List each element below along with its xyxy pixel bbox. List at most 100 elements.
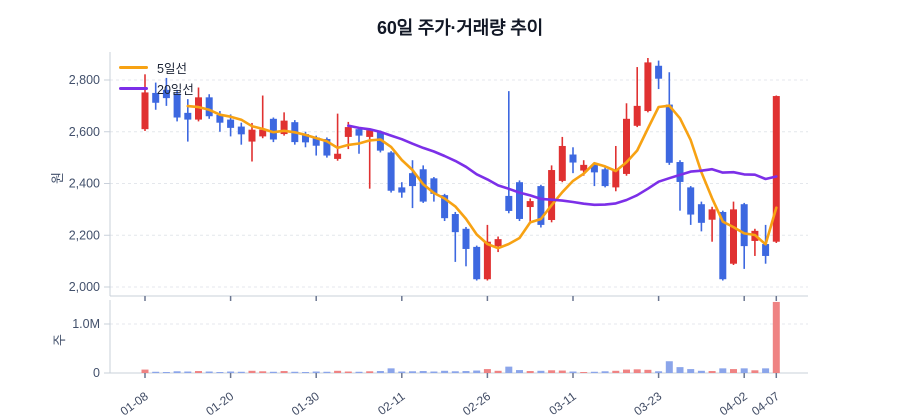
volume-bar [580, 372, 588, 373]
volume-bar [344, 371, 352, 373]
volume-bar [730, 369, 737, 373]
candle-up [334, 153, 342, 159]
price-tick-label: 2,200 [69, 228, 100, 242]
candle-up [280, 120, 288, 135]
candle-up [141, 92, 149, 130]
volume-bar [665, 361, 673, 373]
candle-down [762, 244, 770, 256]
volume-tick-label: 0 [93, 366, 100, 380]
candle-up [526, 201, 534, 208]
volume-bar [473, 370, 481, 373]
volume-bar [227, 371, 235, 373]
volume-bar [312, 371, 320, 373]
volume-bar [516, 370, 523, 373]
volume-bar [237, 371, 245, 373]
candle-down [162, 89, 170, 99]
candle-down [740, 204, 748, 247]
candle-up [494, 239, 502, 247]
candle-down [409, 173, 416, 187]
candle-down [312, 137, 320, 146]
volume-bar [719, 368, 727, 373]
volume-bar [269, 371, 277, 373]
volume-bar [141, 369, 149, 373]
candle-down [473, 246, 481, 280]
candle-down [569, 154, 577, 163]
volume-bar [409, 371, 416, 373]
date-tick-label: 04-02 [717, 389, 750, 419]
candle-down [376, 131, 384, 151]
candle-up [623, 118, 630, 174]
volume-bar [387, 368, 395, 373]
volume-bar [419, 371, 427, 373]
volume-bar [623, 369, 630, 373]
volume-bar [762, 368, 770, 373]
volume-bar [451, 371, 459, 373]
volume-bar [216, 372, 224, 373]
date-tick-label: 01-30 [289, 389, 322, 419]
candle-up [259, 129, 267, 137]
volume-bar [291, 371, 299, 373]
candle-down [323, 138, 331, 156]
volume-bar [152, 371, 160, 373]
volume-bar [590, 371, 598, 373]
volume-bar [751, 370, 759, 373]
date-tick-label: 02-26 [460, 389, 493, 419]
candle-down [398, 187, 406, 193]
candle-up [612, 169, 620, 188]
candle-down [590, 164, 598, 173]
volume-bar [441, 370, 449, 373]
volume-bar [376, 371, 384, 373]
volume-bar [708, 371, 716, 373]
ma20-line-swatch [119, 86, 148, 90]
price-tick-label: 2,600 [69, 125, 100, 139]
candle-down [216, 114, 224, 123]
volume-bar [205, 371, 213, 373]
volume-bar [740, 368, 748, 373]
date-tick-label: 02-11 [375, 389, 408, 418]
candle-up [772, 96, 780, 242]
candle-up [580, 164, 588, 171]
price-tick-label: 2,000 [69, 280, 100, 294]
volume-bar [569, 371, 577, 373]
candle-down [227, 119, 235, 128]
date-tick-label: 04-07 [749, 389, 782, 419]
candle-up [708, 209, 716, 220]
candle-up [548, 170, 556, 220]
volume-bar [558, 370, 566, 373]
volume-bar [687, 369, 695, 373]
candle-down [665, 104, 673, 163]
candle-down [152, 92, 160, 103]
volume-tick-label: 1.0M [72, 317, 100, 331]
candle-down [451, 214, 459, 233]
volume-bar [430, 371, 438, 373]
candle-down [676, 162, 684, 182]
volume-bar [526, 371, 534, 373]
volume-bar [462, 371, 470, 373]
volume-bar [323, 371, 331, 373]
candle-up [558, 145, 566, 181]
candle-down [237, 126, 245, 135]
date-tick-label: 01-08 [118, 389, 151, 419]
candle-down [387, 152, 395, 191]
candle-down [173, 93, 181, 118]
candle-up [344, 127, 352, 137]
date-tick-label: 03-23 [631, 389, 664, 419]
price-axis-title: 원 [50, 172, 65, 184]
ma5-line [186, 104, 778, 250]
volume-bar [195, 371, 202, 373]
volume-bar [612, 370, 620, 373]
chart-title: 60일 주가·거래량 추이 [377, 18, 543, 38]
candle-down [269, 118, 277, 140]
volume-bar [398, 371, 406, 373]
volume-bar [162, 372, 170, 373]
candle-down [355, 129, 363, 136]
volume-bar [494, 370, 502, 373]
volume-axis-title: 주 [52, 334, 67, 346]
price-tick-label: 2,800 [69, 73, 100, 87]
price-tick-label: 2,400 [69, 177, 100, 191]
volume-bar [173, 371, 181, 373]
volume-bar [655, 371, 663, 373]
volume-bar [280, 371, 288, 373]
